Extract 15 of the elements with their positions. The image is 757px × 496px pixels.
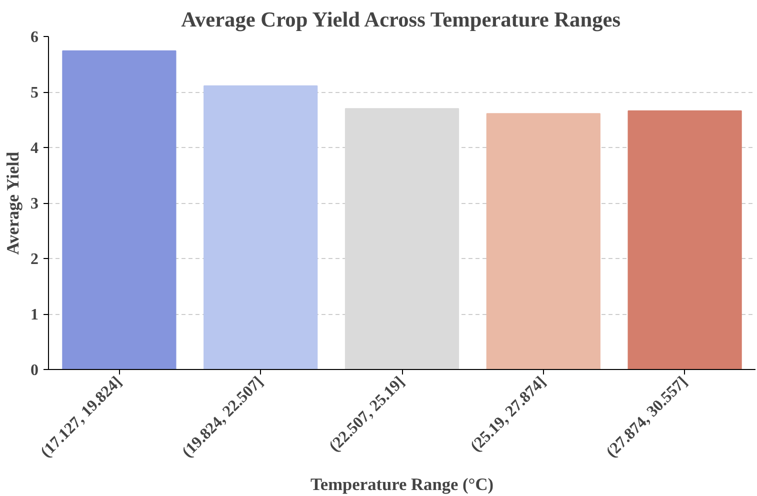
chart-title: Average Crop Yield Across Temperature Ranges	[181, 8, 621, 32]
bar	[628, 110, 742, 370]
y-tick-label: 0	[30, 362, 38, 379]
y-tick-label: 5	[30, 84, 38, 102]
y-axis-title: Average Yield	[4, 152, 22, 255]
y-tick-label: 3	[30, 196, 38, 212]
bar	[62, 50, 176, 370]
y-tick-label: 4	[30, 140, 38, 157]
y-tick-label: 2	[30, 251, 38, 268]
bar	[344, 108, 460, 370]
bar	[486, 113, 600, 370]
y-tick-label: 6	[30, 29, 38, 46]
y-tick-label: 1	[30, 306, 38, 324]
bar	[204, 85, 318, 370]
x-axis-title: Temperature Range (°C)	[310, 474, 494, 494]
